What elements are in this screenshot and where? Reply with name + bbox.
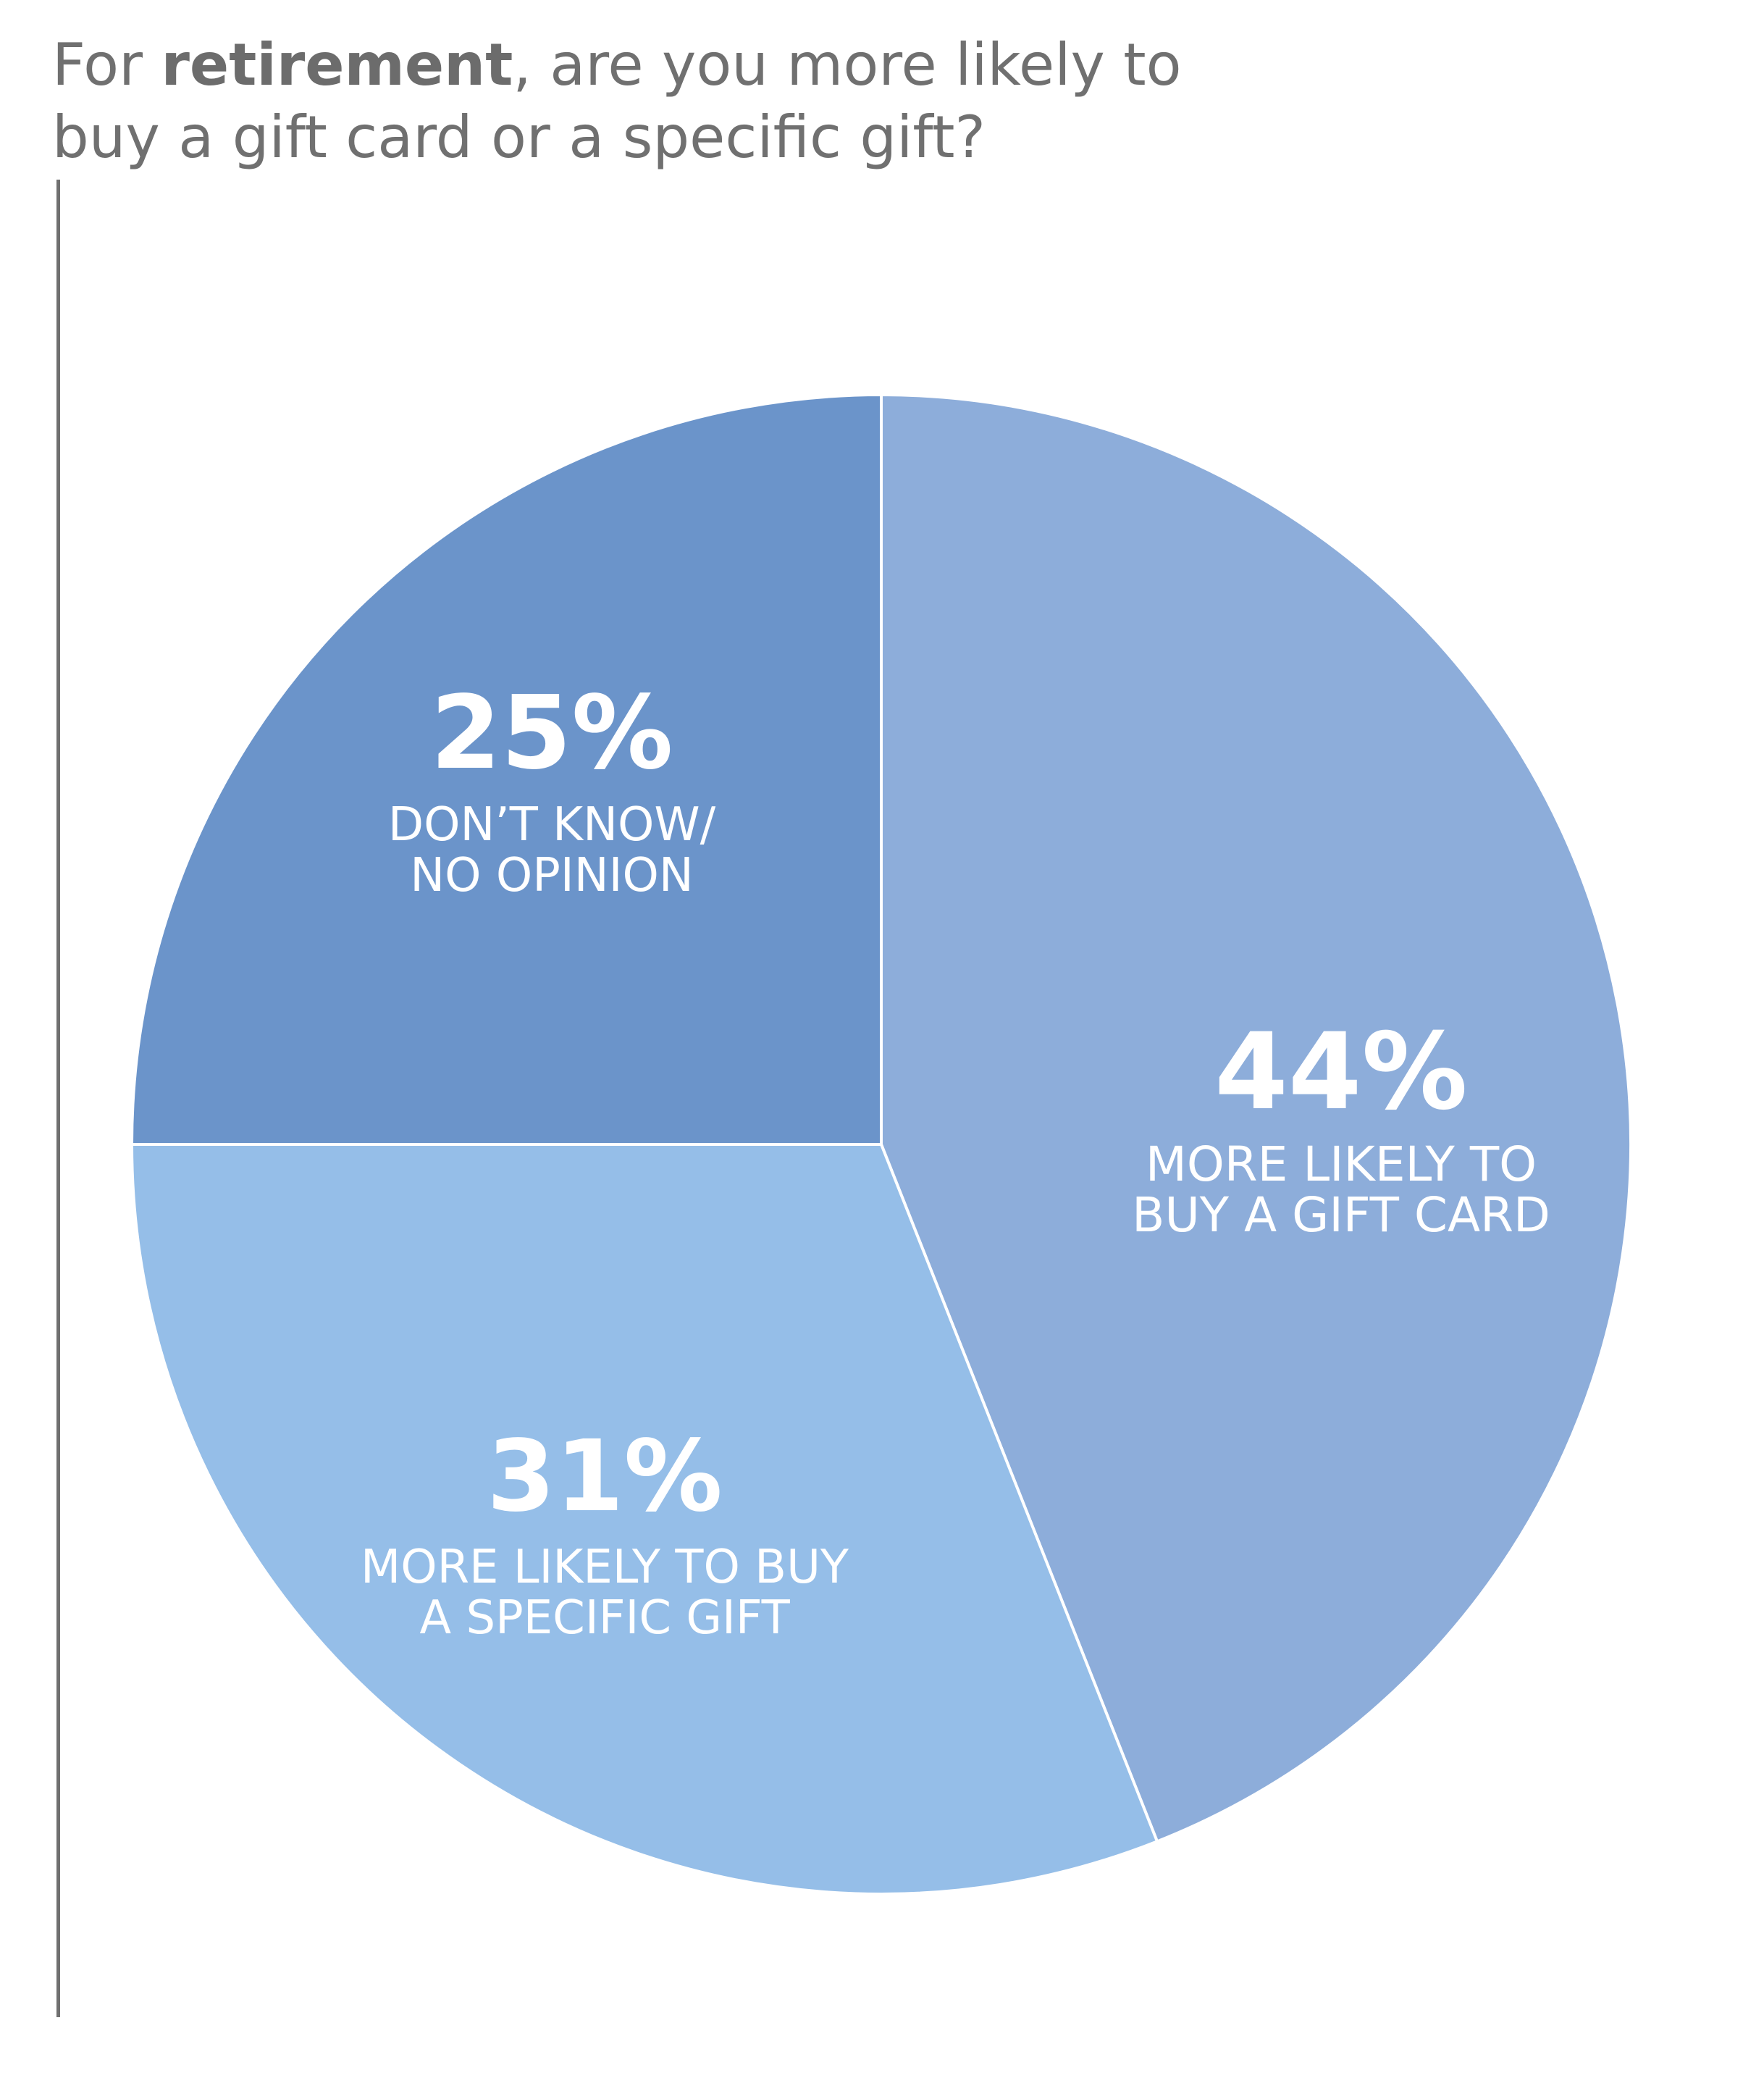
title-suffix: , are you more likely to bbox=[513, 31, 1182, 99]
pie-slice-1 bbox=[880, 393, 1632, 1843]
slice-description-line: MORE LIKELY TO bbox=[1146, 1136, 1537, 1192]
pie-slice-3 bbox=[130, 393, 883, 1146]
slice-percent-label: 25% bbox=[430, 674, 673, 792]
chart-title-line-1: For retirement, are you more likely to bbox=[52, 29, 1645, 101]
chart-title-line-2: buy a gift card or a specific gift? bbox=[52, 104, 986, 171]
title-emphasis: retirement bbox=[161, 31, 513, 99]
slice-description-line: MORE LIKELY TO BUY bbox=[361, 1541, 849, 1594]
chart-title: For retirement, are you more likely to b… bbox=[52, 29, 1645, 174]
slice-description-line: A SPECIFIC GIFT bbox=[419, 1591, 790, 1645]
pie-slices bbox=[130, 393, 1632, 1896]
slice-percent-label: 31% bbox=[487, 1420, 723, 1534]
left-divider-rule bbox=[56, 180, 60, 2017]
slice-description-line: BUY A GIFT CARD bbox=[1132, 1187, 1550, 1243]
title-prefix: For bbox=[52, 31, 161, 99]
slice-description-line: NO OPINION bbox=[410, 849, 693, 902]
slice-description-line: DON’T KNOW/ bbox=[388, 798, 716, 852]
pie-slice-2 bbox=[130, 1143, 1159, 1896]
slice-percent-label: 44% bbox=[1214, 1010, 1467, 1134]
slice-label-3: 25% DON’T KNOW/NO OPINION bbox=[388, 674, 716, 902]
